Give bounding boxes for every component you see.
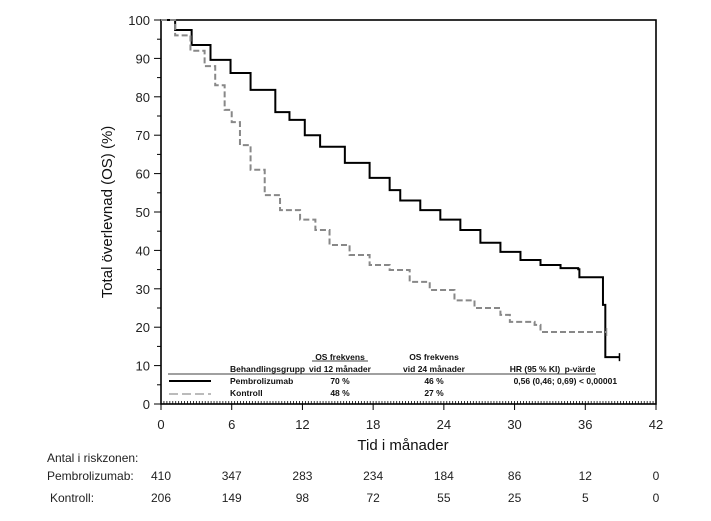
x-tick-label: 18 <box>366 417 380 432</box>
legend-row-os24: 46 % <box>424 376 444 386</box>
y-tick-label: 90 <box>136 51 150 66</box>
y-tick-label: 60 <box>136 167 150 182</box>
risk-table: Antal i riskzonen: Pembrolizumab: Kontro… <box>47 451 660 505</box>
x-axis: 0 6 12 18 24 30 36 42 <box>157 401 663 432</box>
x-tick-label: 30 <box>507 417 521 432</box>
y-tick-label: 0 <box>143 397 150 412</box>
risk-value: 55 <box>437 491 451 505</box>
risk-row-label-kontroll: Kontroll: <box>50 491 94 505</box>
legend-header-os24-line1: OS frekvens <box>409 352 459 362</box>
y-tick-label: 50 <box>136 205 150 220</box>
series-line-kontroll <box>161 19 607 333</box>
series-layer <box>161 19 621 362</box>
x-tick-label: 24 <box>437 417 451 432</box>
legend-row-p: < 0,00001 <box>579 376 617 386</box>
legend-header-hr: HR (95 % KI) <box>510 364 561 374</box>
x-tick-label: 36 <box>578 417 592 432</box>
x-axis-title: Tid i månader <box>357 437 448 454</box>
x-tick-label: 42 <box>649 417 663 432</box>
y-axis: 0 10 20 30 40 50 60 70 80 90 100 <box>128 13 161 412</box>
risk-value: 86 <box>508 469 522 483</box>
legend: OS frekvens OS frekvens Behandlingsgrupp… <box>168 352 617 398</box>
series-line-pembrolizumab <box>161 19 620 359</box>
risk-value: 72 <box>366 491 380 505</box>
legend-row-name: Kontroll <box>230 388 263 398</box>
legend-row-os12: 70 % <box>330 376 350 386</box>
y-tick-label: 80 <box>136 90 150 105</box>
risk-table-title: Antal i riskzonen: <box>47 451 138 465</box>
legend-row-hr: 0,56 (0,46; 0,69) <box>514 376 577 386</box>
risk-value: 347 <box>222 469 242 483</box>
y-tick-label: 30 <box>136 282 150 297</box>
plot-frame <box>160 19 657 405</box>
y-tick-label: 20 <box>136 320 150 335</box>
risk-value: 12 <box>579 469 593 483</box>
legend-header-os12-line1: OS frekvens <box>315 352 365 362</box>
x-tick-label: 6 <box>228 417 235 432</box>
risk-row-label-pembrolizumab: Pembrolizumab: <box>47 469 134 483</box>
x-tick-label: 12 <box>295 417 309 432</box>
y-tick-label: 10 <box>136 359 150 374</box>
risk-value: 206 <box>151 491 171 505</box>
legend-row-os12: 48 % <box>330 388 350 398</box>
risk-value: 25 <box>508 491 522 505</box>
y-tick-label: 40 <box>136 243 150 258</box>
y-tick-label: 70 <box>136 128 150 143</box>
risk-value: 410 <box>151 469 171 483</box>
risk-value: 149 <box>222 491 242 505</box>
risk-value: 0 <box>653 469 660 483</box>
legend-header-os24-line2: vid 24 månader <box>403 364 466 374</box>
x-tick-label: 0 <box>157 417 164 432</box>
y-axis-title: Total överlevnad (OS) (%) <box>99 126 116 299</box>
legend-header-group: Behandlingsgrupp <box>230 364 305 374</box>
risk-value: 0 <box>653 491 660 505</box>
legend-header-os12-line2: vid 12 månader <box>309 364 372 374</box>
legend-header-p: p-värde <box>565 364 596 374</box>
y-tick-label: 100 <box>128 13 150 28</box>
risk-value: 234 <box>363 469 383 483</box>
legend-row-os24: 27 % <box>424 388 444 398</box>
risk-value: 5 <box>582 491 589 505</box>
risk-value: 184 <box>434 469 454 483</box>
legend-row-name: Pembrolizumab <box>230 376 293 386</box>
risk-value: 98 <box>296 491 310 505</box>
risk-value: 283 <box>292 469 312 483</box>
